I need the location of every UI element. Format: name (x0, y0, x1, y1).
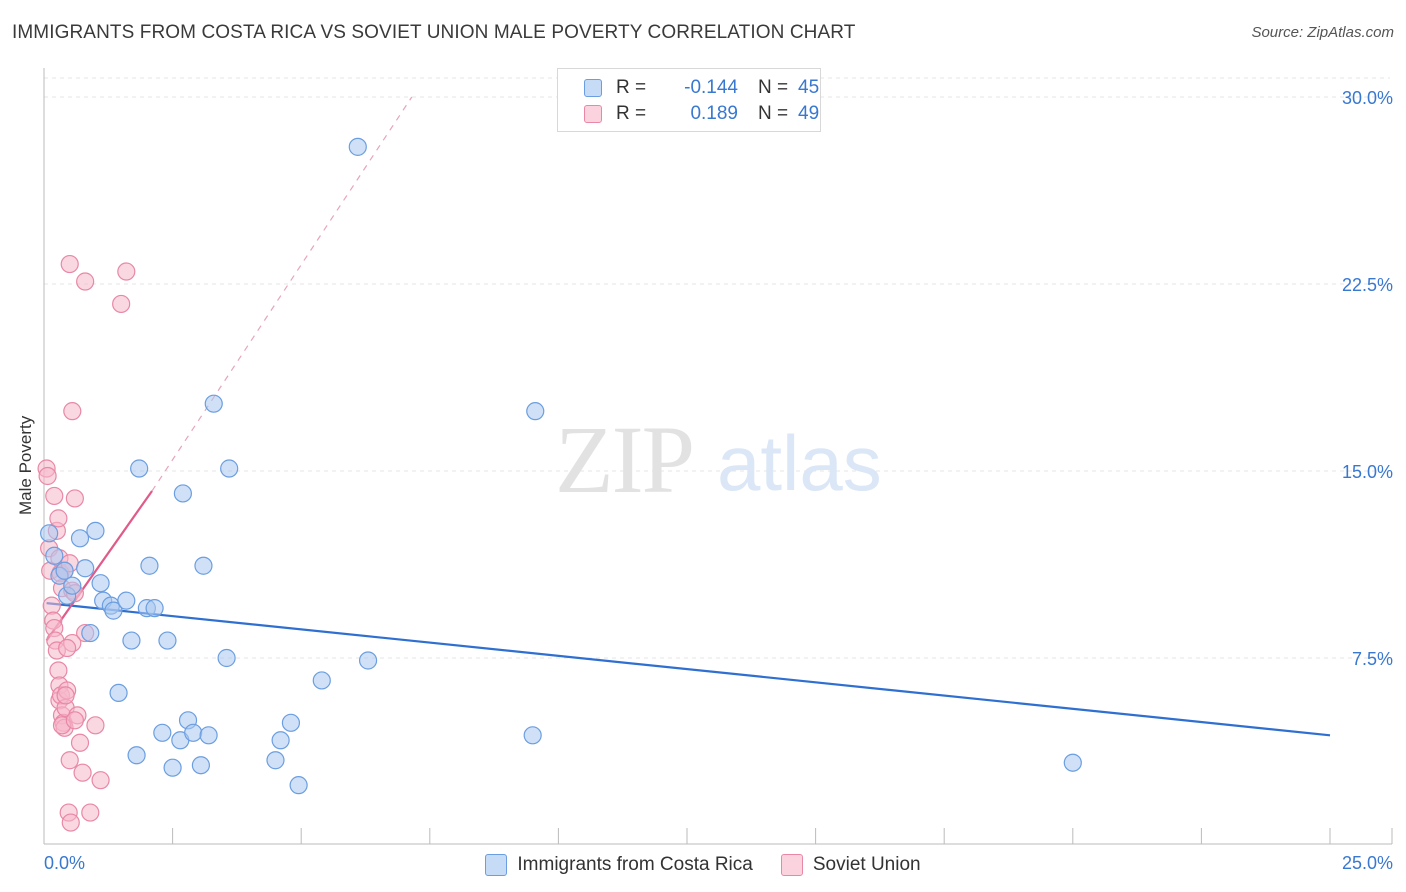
point-costa-rica (204, 394, 223, 413)
x-tick-label-max: 25.0% (1342, 853, 1393, 873)
point-soviet-union (56, 686, 75, 705)
y-tick-label: 22.5% (1342, 275, 1393, 295)
x-tick-label-min: 0.0% (44, 853, 85, 873)
trend-lines (45, 96, 1331, 737)
point-soviet-union (91, 771, 110, 790)
point-soviet-union (112, 294, 131, 314)
watermark-zip: ZIP (555, 406, 693, 513)
point-costa-rica (281, 713, 301, 732)
legend-swatch-soviet-union (584, 105, 602, 123)
point-costa-rica (217, 648, 236, 668)
point-soviet-union (76, 272, 95, 291)
point-soviet-union (117, 262, 136, 281)
legend-n-label: N = (758, 77, 789, 98)
point-costa-rica (312, 671, 331, 690)
point-costa-rica (145, 599, 164, 618)
point-soviet-union (61, 813, 80, 832)
point-costa-rica (289, 776, 308, 795)
point-costa-rica (526, 402, 545, 421)
series-legend: Immigrants from Costa Rica Soviet Union (0, 852, 1406, 878)
series-label-soviet-union: Soviet Union (812, 854, 921, 875)
point-soviet-union (60, 254, 79, 274)
point-costa-rica (130, 459, 149, 478)
point-costa-rica (194, 556, 213, 575)
point-costa-rica (109, 683, 128, 703)
legend-r-value: -0.144 (684, 77, 738, 98)
point-soviet-union (45, 486, 64, 506)
legend-n-label: N = (758, 103, 789, 124)
point-costa-rica (523, 726, 542, 745)
point-costa-rica (40, 524, 59, 543)
legend-row-costa-rica: R = -0.144 N = 45 (584, 76, 819, 100)
chart-title: IMMIGRANTS FROM COSTA RICA VS SOVIET UNI… (12, 22, 856, 43)
point-costa-rica (184, 723, 203, 742)
point-costa-rica (153, 723, 172, 742)
data-points (37, 137, 1082, 832)
y-tick-label: 30.0% (1342, 88, 1393, 108)
legend-r-label: R = (616, 77, 647, 98)
point-soviet-union (86, 716, 105, 735)
legend-r-label: R = (616, 103, 647, 124)
point-costa-rica (271, 731, 290, 750)
point-costa-rica (45, 546, 64, 565)
y-tick-label: 15.0% (1342, 462, 1393, 482)
legend-n-value: 49 (798, 103, 820, 124)
point-costa-rica (158, 631, 177, 650)
point-soviet-union (65, 711, 84, 730)
point-soviet-union (65, 489, 84, 508)
legend-row-soviet-union: R = 0.189 N = 49 (584, 102, 819, 126)
y-tick-label: 7.5% (1352, 649, 1393, 669)
point-soviet-union (60, 751, 79, 770)
point-soviet-union (49, 509, 68, 528)
point-costa-rica (163, 758, 182, 777)
series-swatch-costa-rica (485, 854, 508, 876)
point-costa-rica (199, 726, 218, 745)
y-axis-label: Male Poverty (16, 415, 35, 515)
point-costa-rica (348, 137, 367, 156)
series-legend-soviet-union[interactable]: Soviet Union (780, 854, 921, 876)
series-legend-costa-rica[interactable]: Immigrants from Costa Rica (485, 854, 753, 876)
point-costa-rica (191, 756, 210, 775)
point-costa-rica (1063, 753, 1082, 772)
trend-line-soviet-union-extension (151, 96, 413, 492)
point-costa-rica (122, 631, 141, 650)
point-costa-rica (81, 623, 100, 643)
point-soviet-union (63, 402, 82, 421)
point-soviet-union (73, 763, 92, 782)
legend-n-value: 45 (798, 77, 820, 98)
point-costa-rica (173, 484, 192, 503)
watermark-atlas: atlas (717, 419, 882, 507)
point-soviet-union (38, 466, 57, 486)
point-soviet-union (81, 803, 100, 822)
point-costa-rica (86, 521, 105, 540)
point-costa-rica (266, 751, 285, 770)
correlation-legend: R = -0.144 N = 45 R = 0.189 N = 49 (557, 68, 821, 132)
series-label-costa-rica: Immigrants from Costa Rica (517, 854, 753, 875)
axes (43, 68, 1393, 845)
legend-r-value: 0.189 (690, 103, 738, 124)
point-soviet-union (42, 596, 61, 615)
trend-line-costa-rica (46, 602, 1331, 737)
legend-swatch-costa-rica (584, 79, 602, 97)
chart-source: Source: ZipAtlas.com (1251, 24, 1394, 41)
point-costa-rica (104, 601, 123, 620)
point-costa-rica (220, 459, 239, 478)
point-costa-rica (76, 559, 95, 578)
tick-labels: 7.5% 15.0% 22.5% 30.0% 0.0% 25.0% (44, 88, 1393, 873)
point-costa-rica (127, 746, 146, 765)
point-soviet-union (70, 733, 90, 752)
point-costa-rica (63, 576, 82, 595)
trend-line-soviet-union (45, 490, 153, 642)
point-costa-rica (70, 529, 90, 548)
point-costa-rica (55, 561, 74, 580)
point-costa-rica (91, 574, 110, 593)
point-costa-rica (140, 556, 159, 575)
series-swatch-soviet-union (780, 854, 803, 876)
point-costa-rica (117, 591, 136, 610)
point-costa-rica (358, 651, 378, 670)
point-soviet-union (58, 638, 77, 658)
grid-lines (44, 77, 1390, 659)
